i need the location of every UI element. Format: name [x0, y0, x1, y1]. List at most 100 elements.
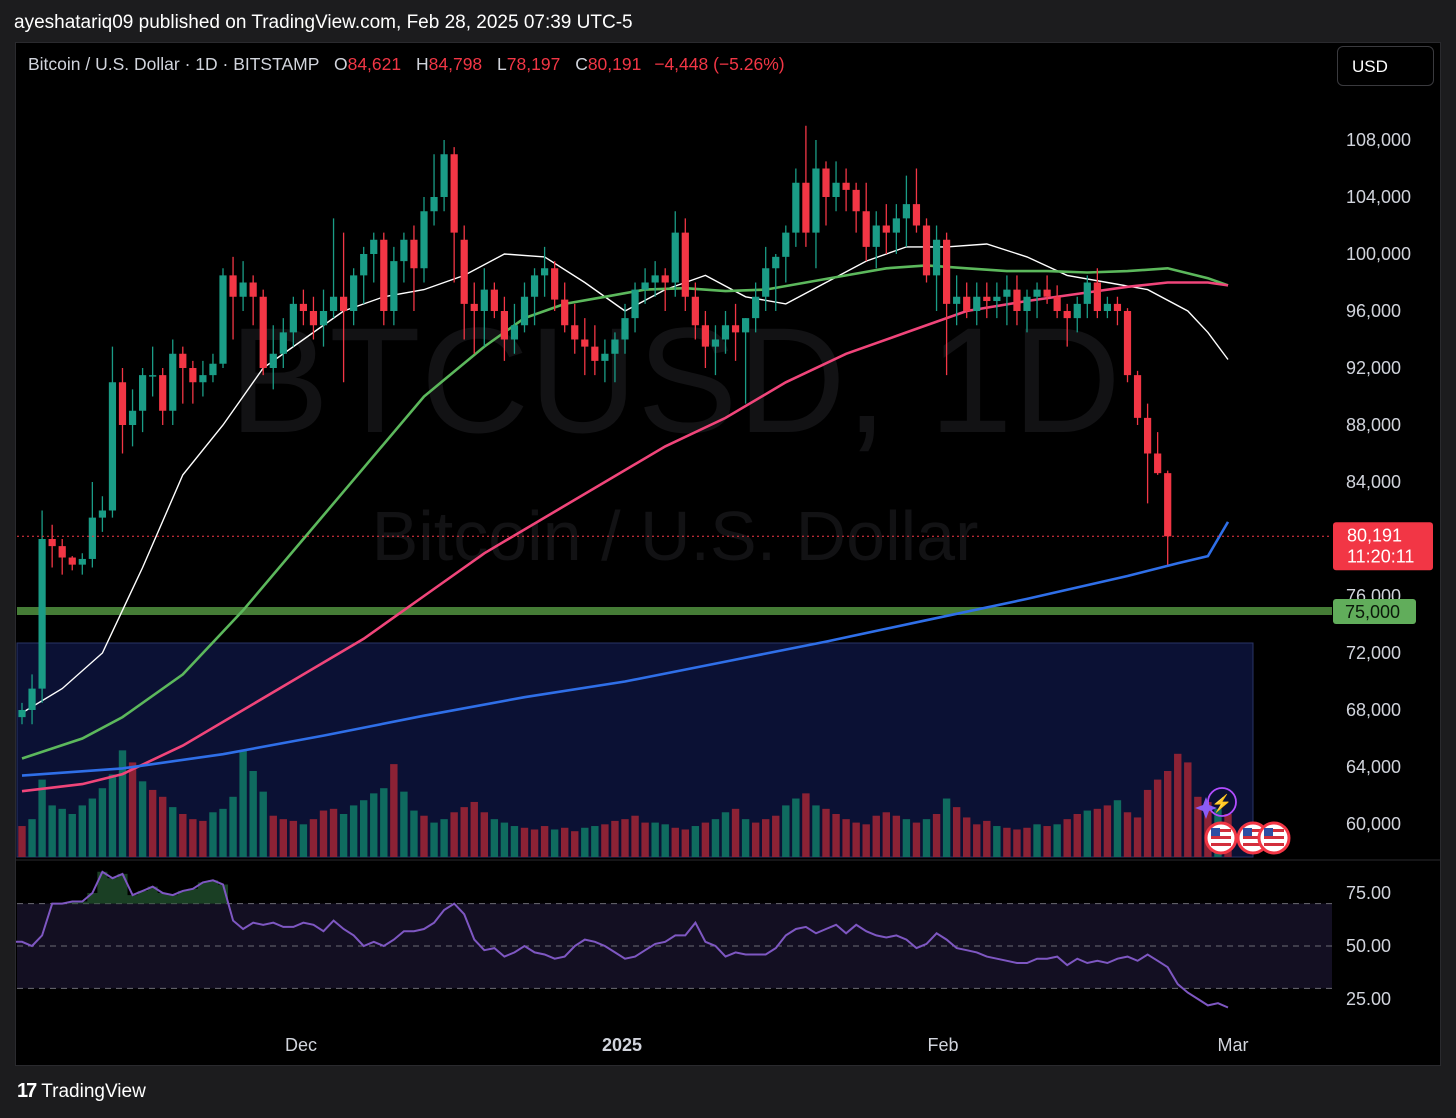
- candle-body: [651, 275, 659, 283]
- volume-bar: [530, 829, 539, 857]
- candle-body: [571, 325, 579, 340]
- volume-bar: [983, 820, 991, 857]
- volume-bar: [611, 820, 619, 857]
- candle-body: [892, 218, 900, 233]
- candle-body: [902, 204, 910, 219]
- candle-body: [209, 363, 217, 376]
- volume-bar: [762, 819, 770, 857]
- volume-bar: [1083, 810, 1091, 857]
- candle-body: [1053, 296, 1061, 311]
- volume-bar: [159, 796, 167, 857]
- volume-bar: [942, 798, 951, 857]
- candle-body: [731, 325, 740, 333]
- volume-bar: [1043, 826, 1051, 857]
- price-tick-label: 60,000: [1346, 814, 1401, 834]
- publisher-line: ayeshatariq09 published on TradingView.c…: [14, 12, 633, 33]
- volume-bar: [1013, 829, 1021, 857]
- candle-body: [18, 710, 26, 718]
- volume-bar: [701, 822, 710, 857]
- candle-body: [711, 339, 720, 347]
- price-tick-label: 96,000: [1346, 301, 1401, 321]
- candle-body: [530, 275, 539, 297]
- candle-body: [319, 311, 328, 326]
- volume-bar: [561, 827, 569, 857]
- volume-bar: [842, 819, 850, 857]
- legend-close-label: C: [575, 54, 588, 74]
- volume-bar: [500, 822, 509, 857]
- volume-bar: [1093, 808, 1102, 857]
- legend-low-value: 78,197: [506, 54, 561, 74]
- price-tick-label: 104,000: [1346, 187, 1411, 207]
- price-tick-label: 92,000: [1346, 358, 1401, 378]
- flag-stripe: [1211, 829, 1231, 832]
- volume-bar: [309, 819, 318, 857]
- legend-change: −4,448 (−5.26%): [654, 54, 785, 74]
- rsi-tick-label: 75.00: [1346, 883, 1391, 903]
- candle-body: [752, 296, 760, 319]
- candle-body: [350, 275, 358, 311]
- candle-body: [611, 339, 619, 354]
- volume-bar: [1053, 824, 1061, 857]
- candle-body: [450, 154, 458, 233]
- volume-bar: [812, 805, 820, 857]
- candle-body: [792, 182, 800, 233]
- volume-bar: [380, 788, 388, 857]
- currency-button[interactable]: USD: [1337, 46, 1434, 86]
- candle-body: [520, 296, 529, 326]
- flag-stripe: [1243, 836, 1263, 839]
- last-price-countdown: 11:20:11: [1347, 546, 1414, 566]
- volume-bar: [279, 819, 287, 857]
- volume-bar: [651, 822, 659, 857]
- candle-body: [983, 296, 991, 302]
- volume-bar: [420, 815, 428, 857]
- candle-body: [480, 289, 488, 311]
- flag-canton: [1211, 828, 1220, 836]
- candle-body: [1144, 417, 1152, 454]
- candle-body: [1164, 473, 1172, 537]
- time-tick-label: 2025: [602, 1035, 642, 1055]
- price-tick-label: 84,000: [1346, 472, 1401, 492]
- volume-bar: [239, 750, 247, 857]
- volume-bar: [118, 750, 127, 857]
- volume-bar: [48, 805, 56, 857]
- candle-body: [1103, 303, 1111, 311]
- volume-bar: [319, 810, 328, 857]
- chart-frame[interactable]: [15, 42, 1441, 1066]
- candle-body: [993, 296, 1001, 302]
- volume-bar: [38, 779, 46, 857]
- volume-bar: [128, 762, 137, 857]
- candle-body: [490, 289, 498, 311]
- volume-bar: [1023, 827, 1031, 857]
- candle-body: [360, 254, 368, 276]
- candle-body: [661, 275, 669, 283]
- volume-bar: [28, 819, 36, 857]
- candle-body: [922, 225, 931, 276]
- volume-bar: [199, 820, 207, 857]
- candle-body: [671, 232, 679, 283]
- volume-bar: [108, 774, 117, 857]
- flag-canton: [1243, 828, 1252, 836]
- price-tick-label: 64,000: [1346, 757, 1401, 777]
- candle-body: [742, 318, 750, 333]
- candle-body: [149, 375, 157, 377]
- tradingview-logo[interactable]: 17 TradingView: [17, 1080, 146, 1103]
- candle-body: [169, 353, 177, 411]
- candle-body: [118, 382, 127, 425]
- flag-stripe: [1211, 836, 1231, 839]
- candle-body: [641, 282, 649, 290]
- candle-body: [953, 296, 961, 304]
- last-price-value: 80,191: [1347, 525, 1402, 545]
- price-tick-label: 68,000: [1346, 700, 1401, 720]
- volume-bar: [751, 822, 760, 857]
- candle-body: [822, 168, 830, 197]
- volume-bar: [822, 808, 830, 857]
- flag-stripe: [1243, 829, 1263, 832]
- legend-low-label: L: [497, 54, 507, 74]
- candle-body: [370, 239, 378, 254]
- candle-body: [249, 282, 257, 297]
- candle-body: [48, 539, 56, 547]
- volume-bar: [932, 814, 941, 857]
- volume-bar: [1164, 771, 1172, 857]
- volume-bar: [169, 807, 177, 857]
